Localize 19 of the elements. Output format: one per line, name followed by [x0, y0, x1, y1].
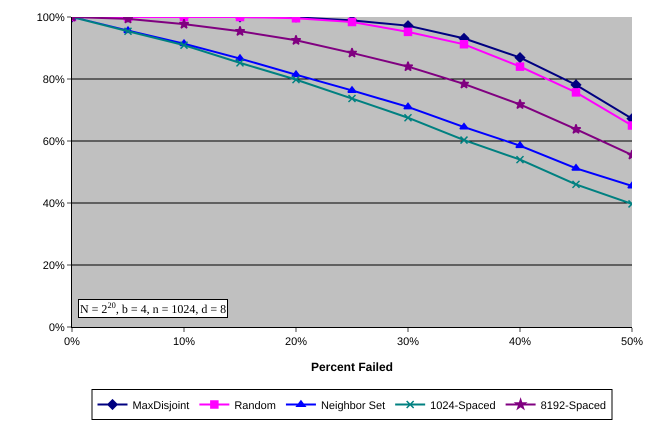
- x-tick-label: 50%: [620, 336, 644, 348]
- x-axis-title: Percent Failed: [310, 360, 394, 374]
- legend-label: 8192-Spaced: [540, 400, 606, 412]
- x-tick-label: 40%: [508, 336, 532, 348]
- legend-label: Neighbor Set: [320, 400, 386, 412]
- annotation: N = 2$^{20}$, b = 4, n = 1024, d = 8: [80, 301, 226, 316]
- y-tick-label: 40%: [42, 198, 66, 210]
- legend-label: 1024-Spaced: [430, 400, 496, 412]
- x-tick-label: 0%: [64, 336, 80, 348]
- x-tick-label: 30%: [396, 336, 420, 348]
- y-tick-label: 0%: [48, 322, 66, 334]
- y-tick-label: 100%: [36, 12, 66, 24]
- x-tick-label: 10%: [172, 336, 196, 348]
- y-tick-label: 20%: [42, 260, 66, 272]
- y-tick-label: 60%: [42, 136, 66, 148]
- legend-label: MaxDisjoint: [132, 400, 190, 412]
- legend-label: Random: [234, 400, 276, 412]
- x-tick-label: 20%: [284, 336, 308, 348]
- y-tick-label: 80%: [42, 74, 66, 86]
